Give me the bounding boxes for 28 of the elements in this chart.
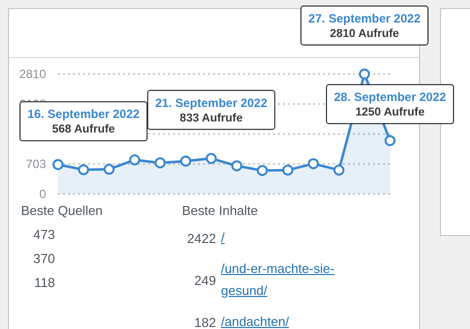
- point: [333, 164, 344, 176]
- y-tick-label: 0: [39, 187, 46, 201]
- annotation: 27. September 2022 2810 Aufrufe: [308, 12, 421, 40]
- point: [78, 164, 90, 176]
- text: 182 /andachten/: [193, 313, 290, 329]
- text: 2422 /: [186, 229, 226, 248]
- point: [282, 164, 294, 176]
- point: [129, 154, 140, 166]
- y-tick-label: 2810: [19, 67, 46, 81]
- annotation: 16. September 2022 568 Aufrufe: [28, 107, 140, 136]
- point: [358, 68, 370, 80]
- text: 118: [33, 275, 55, 290]
- point: [384, 135, 396, 146]
- text: Beste Quellen: [21, 203, 103, 218]
- point: [206, 152, 217, 164]
- annotation: 28. September 2022 1250 Aufrufe: [334, 90, 446, 119]
- point: [154, 157, 166, 168]
- point: [308, 158, 319, 170]
- annotation: 21. September 2022 833 Aufrufe: [155, 96, 268, 124]
- text: Beste Inhalte: [182, 203, 259, 218]
- text: 473: [32, 227, 55, 242]
- point: [231, 160, 242, 172]
- point: [180, 156, 192, 167]
- text: 370: [32, 251, 55, 266]
- point: [104, 164, 115, 175]
- point: [256, 165, 268, 176]
- point: [52, 159, 64, 170]
- y-tick-label: 703: [26, 156, 46, 171]
